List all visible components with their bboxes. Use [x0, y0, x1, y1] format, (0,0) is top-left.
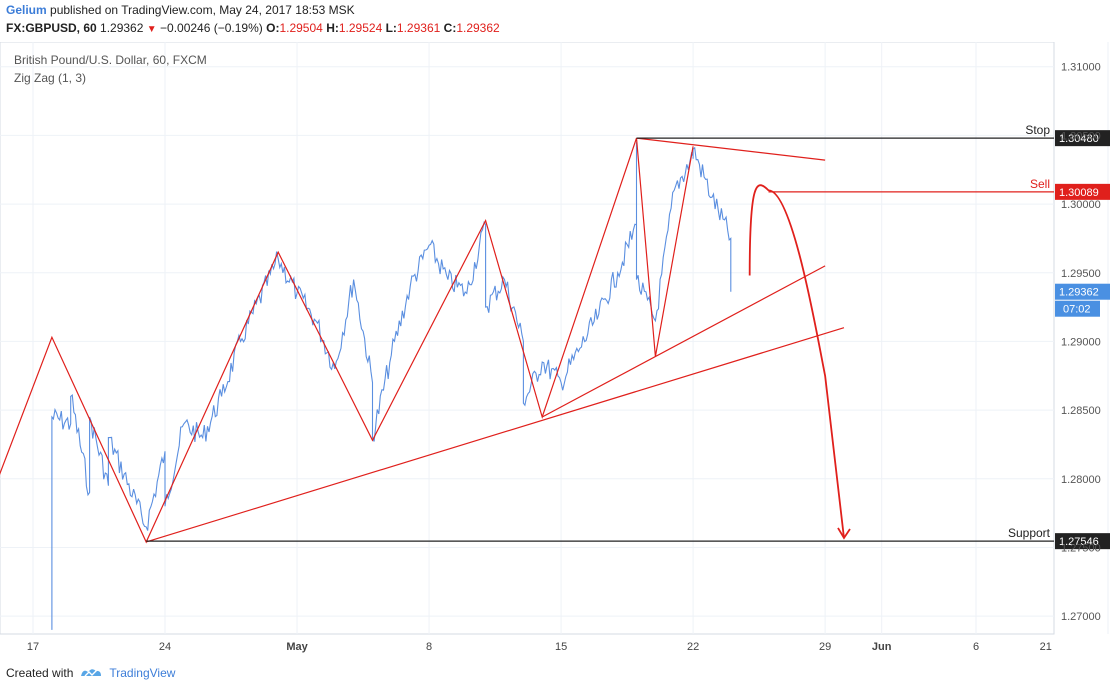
x-tick-label: Jun — [872, 641, 892, 653]
countdown-badge — [1055, 300, 1100, 317]
x-tick-label: 15 — [555, 641, 567, 653]
created-with-text: Created with — [6, 666, 74, 680]
y-tick-label: 1.28000 — [1061, 474, 1101, 486]
level-badge-sell — [1055, 183, 1110, 200]
level-badge-stop — [1055, 130, 1110, 147]
x-tick-label: 17 — [27, 641, 39, 653]
level-badge-text-stop: 1.30480 — [1059, 133, 1099, 145]
tradingview-brand[interactable]: TradingView — [109, 666, 176, 680]
close-value: 1.29362 — [456, 21, 500, 35]
down-arrow-icon: ▼ — [146, 24, 157, 35]
low-value: 1.29361 — [396, 21, 441, 35]
support-trendline-lower — [145, 327, 845, 543]
change-value: −0.00246 (−0.19%) — [160, 21, 263, 35]
publish-info: Gelium published on TradingView.com, May… — [6, 3, 355, 17]
high-label: H: — [326, 21, 339, 35]
plot-frame — [0, 42, 1055, 635]
resistance-trendline — [636, 137, 826, 161]
level-label-support: Support — [1008, 526, 1051, 540]
level-badge-support — [1055, 533, 1110, 550]
zigzag-line — [0, 137, 694, 544]
chart-area[interactable]: Stop 1.30480 Sell 1.30089 Support 1.27546 1.27… — [0, 42, 1112, 656]
level-label-sell: Sell — [1030, 177, 1050, 191]
ohlc-bar: FX:GBPUSD, 60 1.29362 ▼ −0.00246 (−0.19%… — [6, 21, 500, 35]
low-label: L: — [385, 21, 397, 35]
published-text: published on TradingView.com, May 24, 20… — [50, 3, 355, 17]
open-value: 1.29504 — [279, 21, 323, 35]
high-value: 1.29524 — [338, 21, 383, 35]
y-tick-label: 1.28500 — [1061, 405, 1101, 417]
y-tick-label: 1.30000 — [1061, 199, 1101, 211]
last-price-badge — [1055, 283, 1110, 300]
symbol-label: FX:GBPUSD, 60 — [6, 21, 97, 35]
x-tick-label: 21 — [1040, 641, 1052, 653]
y-tick-label: 1.29500 — [1061, 268, 1101, 280]
y-tick-label: 1.27500 — [1061, 542, 1101, 554]
projection-arrowhead-icon — [837, 527, 851, 540]
projection-curve — [748, 184, 845, 539]
tradingview-logo-icon[interactable] — [79, 666, 103, 680]
price-chart[interactable]: Stop1.30480Sell1.30089Support1.275461.27… — [0, 42, 1112, 656]
level-label-stop: Stop — [1025, 123, 1050, 137]
countdown-badge-text: 07:02 — [1063, 304, 1091, 316]
last-price-badge-text: 1.29362 — [1059, 287, 1099, 299]
level-badge-text-support: 1.27546 — [1059, 536, 1099, 548]
author-name[interactable]: Gelium — [6, 3, 47, 17]
y-tick-label: 1.31000 — [1061, 62, 1101, 74]
x-tick-label: 8 — [426, 641, 432, 653]
open-label: O: — [266, 21, 280, 35]
y-tick-label: 1.29000 — [1061, 336, 1101, 348]
y-tick-label: 1.27000 — [1061, 611, 1101, 623]
y-tick-label: 1.30500 — [1061, 130, 1101, 142]
x-tick-label: 29 — [819, 641, 831, 653]
x-tick-label: May — [286, 641, 308, 653]
price-series-line — [51, 142, 732, 630]
x-tick-label: 6 — [973, 641, 979, 653]
x-tick-label: 22 — [687, 641, 699, 653]
close-label: C: — [443, 21, 457, 35]
indicator-legend[interactable]: Zig Zag (1, 3) — [14, 71, 87, 85]
instrument-legend: British Pound/U.S. Dollar, 60, FXCM — [14, 53, 207, 67]
last-price: 1.29362 — [100, 21, 144, 35]
support-trendline-upper — [541, 265, 826, 418]
level-badge-text-sell: 1.30089 — [1059, 187, 1099, 199]
x-tick-label: 24 — [159, 641, 171, 653]
footer: Created with TradingView — [6, 666, 175, 680]
